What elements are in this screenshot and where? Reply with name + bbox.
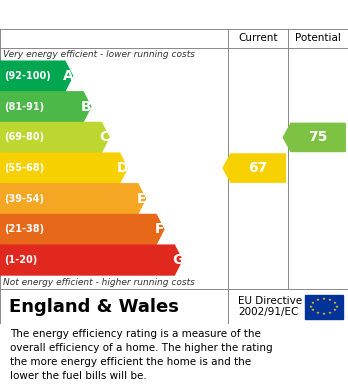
Polygon shape: [0, 61, 73, 91]
Text: Very energy efficient - lower running costs: Very energy efficient - lower running co…: [3, 50, 196, 59]
Polygon shape: [0, 184, 145, 213]
Text: ★: ★: [311, 301, 315, 305]
Polygon shape: [283, 123, 345, 151]
Text: (92-100): (92-100): [4, 71, 51, 81]
Text: Potential: Potential: [295, 33, 341, 43]
Text: A: A: [63, 69, 73, 83]
Text: ★: ★: [328, 311, 332, 315]
Bar: [304, 294, 343, 319]
Polygon shape: [0, 122, 109, 152]
Text: (1-20): (1-20): [4, 255, 38, 265]
Text: 67: 67: [248, 161, 268, 175]
Text: D: D: [117, 161, 128, 175]
Text: ★: ★: [333, 308, 337, 312]
Text: England & Wales: England & Wales: [9, 298, 179, 316]
Text: G: G: [172, 253, 183, 267]
Text: Energy Efficiency Rating: Energy Efficiency Rating: [9, 7, 219, 22]
Text: ★: ★: [322, 312, 326, 316]
Polygon shape: [0, 245, 182, 275]
Text: ★: ★: [334, 305, 338, 308]
Text: ★: ★: [315, 311, 319, 315]
Text: (55-68): (55-68): [4, 163, 44, 173]
Polygon shape: [0, 214, 164, 244]
Text: ★: ★: [315, 298, 319, 302]
Text: EU Directive
2002/91/EC: EU Directive 2002/91/EC: [238, 296, 302, 317]
Text: (39-54): (39-54): [4, 194, 44, 204]
Polygon shape: [0, 92, 91, 122]
Text: (21-38): (21-38): [4, 224, 44, 234]
Text: The energy efficiency rating is a measure of the
overall efficiency of a home. T: The energy efficiency rating is a measur…: [10, 329, 273, 381]
Text: ★: ★: [311, 308, 315, 312]
Polygon shape: [223, 154, 285, 182]
Text: Current: Current: [238, 33, 278, 43]
Polygon shape: [0, 153, 127, 183]
Text: 75: 75: [308, 131, 328, 144]
Text: (69-80): (69-80): [4, 133, 44, 142]
Text: Not energy efficient - higher running costs: Not energy efficient - higher running co…: [3, 278, 195, 287]
Text: E: E: [136, 192, 146, 206]
Text: ★: ★: [328, 298, 332, 302]
Text: ★: ★: [309, 305, 313, 308]
Text: ★: ★: [333, 301, 337, 305]
Text: ★: ★: [322, 297, 326, 301]
Text: C: C: [100, 131, 110, 144]
Text: B: B: [81, 100, 92, 114]
Text: F: F: [155, 222, 164, 237]
Text: (81-91): (81-91): [4, 102, 44, 112]
